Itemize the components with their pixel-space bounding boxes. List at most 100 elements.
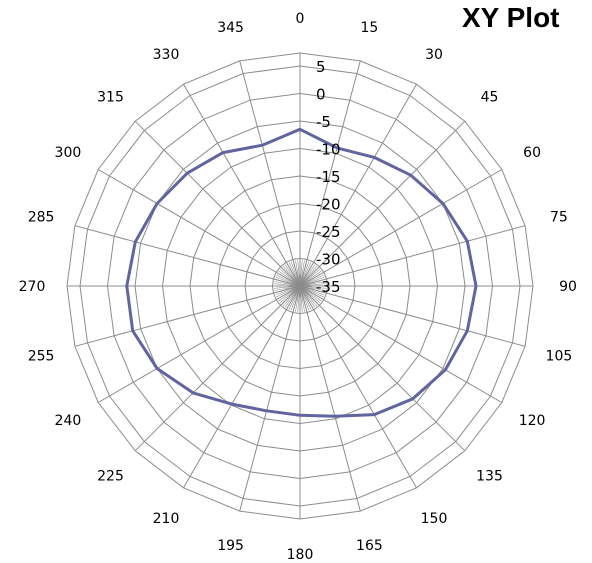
angle-label: 285 (28, 210, 55, 226)
data-point (335, 146, 339, 150)
data-point (265, 409, 268, 412)
hub-line (299, 285, 323, 300)
hub-line (290, 285, 301, 311)
radial-tick-label: -35 (316, 278, 341, 296)
hub-line (281, 267, 301, 287)
hub-line (274, 285, 301, 293)
data-point (373, 413, 376, 416)
hub-line (275, 285, 301, 296)
angle-label: 195 (217, 538, 244, 554)
hub-line (274, 283, 301, 287)
hub-line (283, 285, 301, 307)
hub-line (293, 260, 301, 287)
angle-label: 330 (153, 47, 180, 63)
hub-line (299, 261, 310, 287)
hub-line (299, 285, 310, 311)
hub-line (278, 285, 301, 302)
grid-spoke (299, 169, 503, 287)
hub-line (299, 281, 326, 287)
hub-line (288, 285, 301, 310)
hub-line (299, 285, 312, 310)
hub-line (290, 261, 301, 287)
hub-line (299, 285, 324, 298)
grid-spoke (299, 285, 417, 489)
grid-spoke (97, 169, 301, 287)
hub-line (299, 285, 307, 312)
data-point (191, 391, 195, 395)
data-point (373, 156, 376, 159)
hub-line (299, 285, 326, 293)
hub-line (295, 260, 301, 287)
hub-line (299, 265, 317, 287)
grid-spoke (299, 83, 417, 287)
hub-line (284, 285, 301, 308)
hub-line (299, 285, 326, 289)
data-point (474, 284, 478, 288)
hub-line (299, 270, 322, 287)
angle-label: 315 (97, 90, 124, 106)
radial-tick-label: 0 (316, 86, 326, 104)
radial-tick-label: -25 (316, 223, 341, 241)
data-point (131, 329, 134, 332)
hub-line (276, 274, 301, 287)
grid-spoke (134, 285, 301, 452)
hub-line (277, 285, 301, 300)
angle-label: 240 (55, 413, 82, 429)
hub-line (286, 285, 301, 309)
angle-label: 45 (481, 90, 499, 106)
data-point (261, 144, 264, 147)
angle-label: 75 (550, 210, 568, 226)
hub-line (299, 285, 303, 312)
hub-line (299, 262, 312, 287)
radial-tick-label: -10 (316, 141, 341, 159)
angle-label: 90 (559, 279, 577, 295)
radial-tick-label: -5 (316, 113, 331, 131)
grid-spoke (299, 285, 503, 403)
series-layer (125, 127, 478, 418)
data-point (411, 397, 414, 400)
angle-label: 15 (360, 20, 378, 36)
hub-line (299, 260, 305, 287)
hub-line (299, 285, 317, 307)
hub-line (299, 285, 319, 305)
hub-line (279, 285, 301, 303)
hub-line (293, 285, 301, 312)
hub-line (299, 260, 303, 287)
grid-spoke (299, 285, 361, 512)
angle-label: 210 (153, 511, 180, 527)
hub-line (297, 285, 301, 312)
hub-line (283, 265, 301, 287)
angle-label: 150 (421, 511, 448, 527)
angle-label: 345 (217, 20, 244, 36)
data-point (155, 202, 159, 205)
hub-line (299, 283, 326, 287)
radial-tick-label: -30 (316, 251, 341, 269)
grid-spoke (239, 285, 301, 512)
hub-line (274, 279, 301, 287)
grid-spoke (299, 285, 526, 347)
data-point (155, 367, 159, 370)
radial-tick-label: -15 (316, 168, 341, 186)
polar-grid (66, 52, 534, 520)
hub-line (274, 285, 301, 291)
hub-line (299, 285, 305, 312)
grid-spoke (299, 225, 526, 287)
data-point (230, 402, 233, 406)
hub-line (299, 276, 325, 287)
hub-line (274, 281, 301, 287)
angle-label: 300 (55, 145, 82, 161)
data-point (441, 202, 445, 205)
grid-spoke (74, 285, 301, 347)
hub-line (299, 269, 321, 287)
angle-label: 0 (296, 11, 305, 27)
hub-line (299, 274, 324, 287)
hub-line (299, 267, 319, 287)
grid-spoke (97, 285, 301, 403)
hub-line (286, 263, 301, 287)
hub-line (299, 279, 326, 287)
hub-line (274, 285, 301, 289)
hub-line (299, 285, 314, 309)
data-point (444, 368, 447, 372)
data-point (134, 240, 137, 244)
